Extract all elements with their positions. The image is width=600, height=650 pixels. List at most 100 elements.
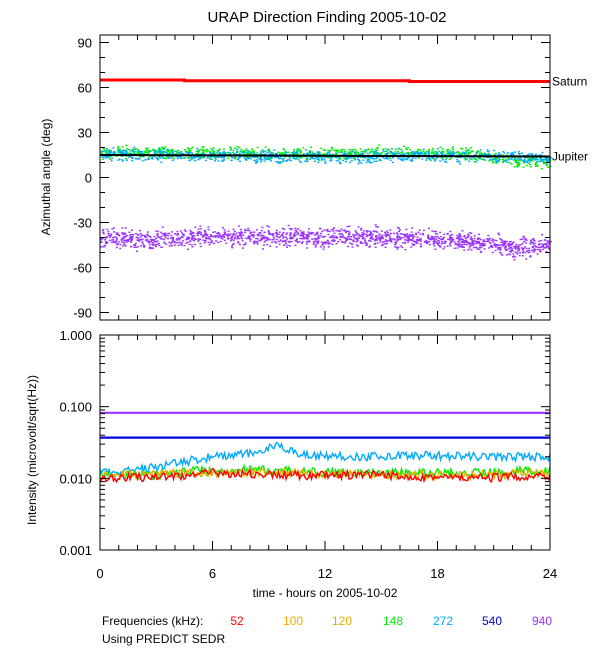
azimuth-point-148: [322, 153, 325, 155]
azimuth-point-940: [327, 243, 330, 245]
azimuth-point-940: [319, 235, 322, 237]
azimuth-point-272: [223, 153, 226, 155]
azimuth-point-940: [459, 239, 462, 241]
azimuth-point-148: [140, 155, 142, 157]
azimuth-point-148: [299, 151, 302, 153]
azimuth-point-940: [364, 241, 367, 243]
azimuth-point-940: [533, 240, 536, 242]
azimuth-point-940: [458, 234, 461, 236]
azimuth-point-148: [337, 149, 339, 151]
azimuth-point-272: [476, 159, 479, 161]
azimuth-point-272: [242, 151, 245, 154]
azimuth-point-940: [475, 241, 478, 243]
azimuth-point-940: [394, 244, 397, 246]
azimuth-point-148: [374, 152, 377, 154]
azimuth-point-272: [252, 156, 255, 158]
azimuth-point-940: [502, 242, 505, 244]
azimuth-point-148: [479, 151, 482, 153]
azimuth-point-148: [305, 158, 308, 160]
azimuth-point-940: [147, 235, 150, 237]
azimuth-point-940: [199, 225, 202, 227]
azimuth-point-148: [401, 152, 404, 154]
azimuth-point-940: [176, 230, 179, 233]
azimuth-point-272: [424, 152, 427, 154]
azimuth-point-272: [254, 159, 257, 162]
azimuth-point-148: [268, 148, 271, 150]
azimuth-point-148: [228, 153, 231, 156]
azimuth-point-940: [152, 247, 155, 249]
azimuth-point-940: [157, 230, 160, 233]
azimuth-point-272: [339, 162, 342, 164]
azimuth-point-940: [453, 247, 456, 249]
azimuth-point-272: [497, 160, 500, 162]
azimuth-point-940: [117, 234, 120, 236]
azimuth-point-272: [399, 158, 402, 161]
azimuth-point-148: [350, 153, 353, 155]
azimuth-point-148: [348, 152, 351, 155]
azimuth-point-148: [281, 152, 284, 154]
azimuth-point-940: [364, 239, 367, 242]
azimuth-point-940: [157, 236, 160, 238]
azimuth-point-940: [386, 233, 389, 236]
azimuth-point-940: [127, 240, 130, 242]
azimuth-point-940: [267, 230, 270, 232]
azimuth-point-272: [253, 159, 256, 161]
azimuth-point-148: [342, 148, 345, 151]
azimuth-point-272: [459, 156, 462, 159]
azimuth-point-940: [467, 243, 470, 245]
azimuth-point-940: [435, 238, 438, 240]
azimuth-point-940: [381, 234, 384, 236]
azimuth-point-940: [115, 233, 118, 236]
azimuth-point-148: [395, 153, 398, 155]
azimuth-plot-frame: [99, 34, 551, 321]
azimuth-point-940: [238, 231, 241, 234]
azimuth-point-940: [148, 247, 151, 249]
azimuth-point-148: [449, 157, 452, 159]
azimuth-point-940: [511, 250, 514, 252]
azimuth-y-axis-title: Azimuthal angle (deg): [39, 119, 53, 236]
azimuth-point-940: [467, 234, 470, 237]
azimuth-point-940: [517, 249, 520, 252]
azimuth-point-940: [106, 236, 109, 238]
azimuth-point-940: [113, 236, 116, 238]
azimuth-point-272: [543, 158, 546, 161]
azimuth-point-940: [433, 230, 436, 233]
azimuth-point-940: [242, 244, 245, 246]
azimuth-point-272: [547, 159, 549, 161]
azimuth-point-940: [232, 233, 235, 236]
azimuth-point-148: [170, 150, 173, 152]
azimuth-point-940: [488, 241, 491, 243]
azimuth-point-940: [316, 238, 319, 240]
azimuth-point-272: [241, 152, 244, 154]
azimuth-point-940: [375, 235, 378, 237]
azimuth-point-272: [167, 149, 170, 151]
azimuth-point-940: [160, 231, 163, 234]
azimuth-point-940: [105, 241, 107, 243]
x-tick-labels: 0 6 12 18 24: [96, 566, 557, 581]
azimuth-point-272: [234, 156, 237, 158]
azimuth-point-940: [466, 236, 469, 239]
azimuth-point-148: [473, 161, 476, 163]
azimuth-point-272: [305, 153, 308, 155]
azimuth-point-940: [448, 239, 451, 241]
azimuth-point-940: [458, 246, 461, 248]
azimuth-point-940: [272, 236, 275, 238]
azimuth-point-148: [517, 162, 520, 164]
azimuth-point-940: [457, 241, 459, 243]
azimuth-point-272: [516, 157, 519, 160]
azimuth-point-272: [544, 157, 547, 159]
y-tick-label: -90: [73, 306, 92, 321]
azimuth-point-940: [110, 233, 113, 235]
azimuth-point-148: [158, 148, 161, 150]
azimuth-point-940: [432, 237, 435, 239]
azimuth-point-148: [165, 157, 168, 160]
azimuth-point-272: [160, 153, 162, 155]
azimuth-point-272: [217, 160, 220, 162]
azimuth-point-272: [219, 152, 222, 154]
azimuth-point-148: [117, 148, 120, 150]
azimuth-point-272: [348, 151, 351, 153]
azimuth-point-272: [324, 162, 327, 164]
azimuth-point-272: [421, 158, 424, 160]
azimuth-point-940: [229, 237, 232, 240]
azimuth-point-940: [212, 231, 215, 233]
